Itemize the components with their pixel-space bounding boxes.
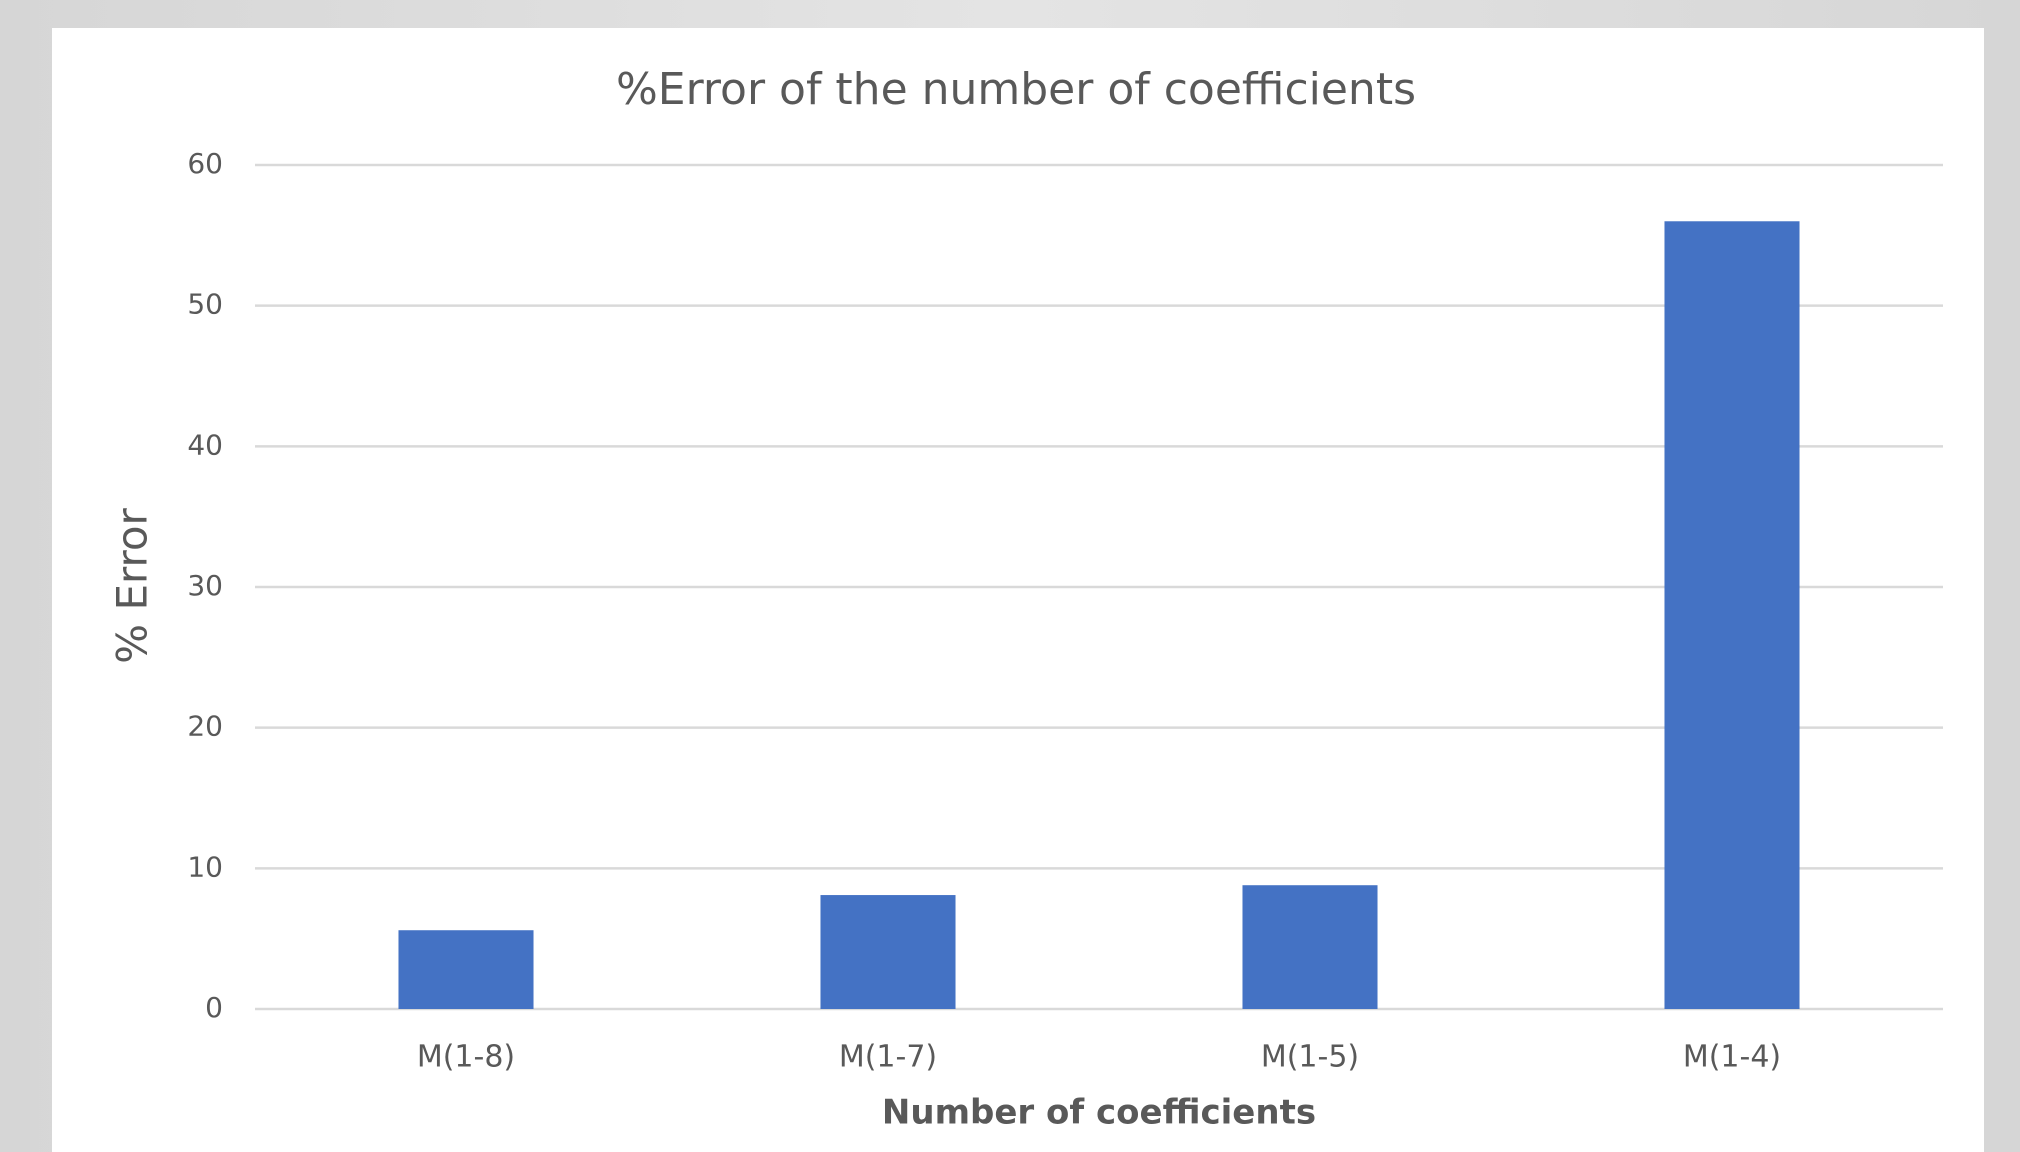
chart-title: %Error of the number of coefficients <box>616 64 1416 115</box>
y-tick-label: 10 <box>187 850 223 883</box>
y-tick-label: 50 <box>187 288 223 321</box>
x-tick-label: M(1-8) <box>417 1040 515 1075</box>
bar <box>398 930 534 1009</box>
x-axis-title: Number of coefficients <box>882 1093 1316 1133</box>
bar <box>1242 885 1378 1009</box>
x-tick-label: M(1-7) <box>839 1040 937 1075</box>
bar <box>1664 221 1800 1009</box>
y-tick-label: 40 <box>187 428 223 461</box>
x-tick-label: M(1-5) <box>1261 1040 1359 1075</box>
y-tick-label: 20 <box>187 710 223 743</box>
chart-panel <box>52 28 1984 1152</box>
y-tick-label: 0 <box>205 991 223 1024</box>
y-tick-label: 60 <box>187 147 223 180</box>
y-tick-label: 30 <box>187 569 223 602</box>
bar <box>820 895 956 1009</box>
x-tick-label: M(1-4) <box>1683 1040 1781 1075</box>
y-axis-title: % Error <box>108 507 157 663</box>
